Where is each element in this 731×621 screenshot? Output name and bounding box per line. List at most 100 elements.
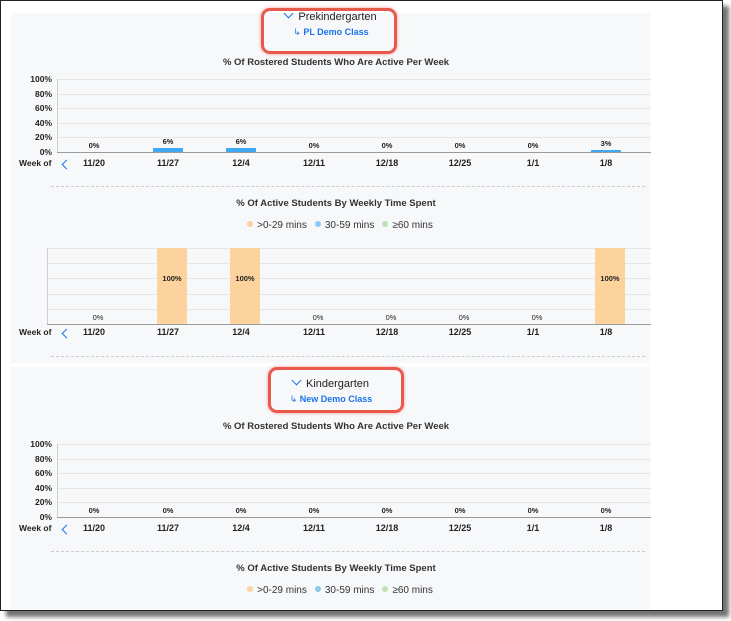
- time-spent-bar[interactable]: [230, 248, 260, 324]
- chevron-down-icon[interactable]: [283, 8, 294, 19]
- chevron-left-icon[interactable]: [61, 159, 72, 170]
- grade-header: Kindergarten ↳ New Demo Class: [11, 375, 651, 405]
- class-name: PL Demo Class: [303, 27, 369, 37]
- gridline: [57, 502, 651, 504]
- legend-swatch: [247, 586, 254, 592]
- week-label: 1/1: [526, 327, 540, 337]
- section-panel-prekindergarten: [11, 13, 650, 363]
- bar-value-label: 0%: [381, 141, 393, 150]
- bar-value-label: 3%: [600, 138, 612, 148]
- bar-value-label: 0%: [162, 506, 174, 515]
- gridline: [47, 308, 651, 310]
- legend-label: >0-29 mins: [257, 220, 307, 231]
- legend-swatch: [247, 221, 254, 227]
- week-label: 12/25: [448, 327, 472, 337]
- legend-swatch: [382, 221, 389, 227]
- week-of-label: Week of: [19, 158, 52, 168]
- x-axis: [57, 152, 651, 153]
- week-label: 1/1: [526, 523, 540, 533]
- divider: [51, 356, 645, 357]
- week-label: 11/27: [156, 327, 180, 337]
- highlight-callout: [268, 367, 404, 413]
- gridline: [57, 444, 651, 445]
- week-label: 11/20: [82, 327, 106, 337]
- gridline: [57, 122, 651, 124]
- week-label: 1/8: [599, 158, 613, 168]
- gridline: [47, 263, 651, 265]
- week-label: 11/27: [156, 523, 180, 533]
- bar-value-label: 0%: [600, 506, 612, 515]
- bar-value-label: 0%: [454, 141, 466, 150]
- week-label: 11/20: [82, 158, 106, 168]
- week-label: 12/18: [375, 327, 399, 337]
- divider: [51, 551, 645, 552]
- y-tick-label: 40%: [34, 117, 52, 128]
- week-label: 1/8: [599, 327, 613, 337]
- legend-label: 30-59 mins: [324, 220, 375, 231]
- chart-title-active-per-week: % Of Rostered Students Who Are Active Pe…: [222, 421, 450, 432]
- gridline: [47, 248, 651, 249]
- highlight-callout: [261, 8, 397, 54]
- chart-title-time-spent: % Of Active Students By Weekly Time Spen…: [236, 563, 436, 574]
- active-bar[interactable]: [226, 147, 256, 152]
- report-window: Prekindergarten ↳ PL Demo Class % Of Roste…: [0, 0, 723, 611]
- legend-label: ≥60 mins: [392, 220, 433, 231]
- grade-toggle[interactable]: Kindergarten: [11, 375, 651, 390]
- week-of-label: Week of: [19, 523, 52, 533]
- week-of-label: Week of: [19, 327, 52, 337]
- grade-title: Kindergarten: [306, 378, 369, 390]
- bar-value-label: 0%: [531, 313, 543, 322]
- gridline: [47, 278, 651, 280]
- week-label: 1/8: [599, 523, 613, 533]
- bar-value-label: 6%: [162, 136, 174, 146]
- bar-value-label: 0%: [454, 506, 466, 515]
- week-label: 12/25: [448, 523, 472, 533]
- legend-label: >0-29 mins: [257, 585, 307, 596]
- time-spent-bar[interactable]: [595, 248, 625, 324]
- chevron-left-icon[interactable]: [61, 524, 72, 535]
- week-label: 12/11: [302, 327, 326, 337]
- bar-value-label: 100%: [235, 274, 255, 283]
- y-tick-label: 20%: [34, 132, 52, 143]
- y-tick-label: 80%: [34, 453, 52, 464]
- y-tick-label: 40%: [34, 482, 52, 493]
- chevron-left-icon[interactable]: [61, 328, 72, 339]
- divider: [51, 186, 645, 187]
- y-axis: [47, 248, 48, 324]
- bar-value-label: 0%: [308, 141, 320, 150]
- legend-label: 30-59 mins: [324, 585, 375, 596]
- class-link[interactable]: ↳ PL Demo Class: [11, 27, 651, 38]
- time-spent-bar[interactable]: [157, 248, 187, 324]
- week-label: 11/27: [156, 158, 180, 168]
- class-name: New Demo Class: [299, 394, 373, 404]
- gridline: [57, 458, 651, 460]
- bar-value-label: 0%: [92, 313, 104, 322]
- gridline: [57, 79, 651, 80]
- bar-value-label: 0%: [308, 506, 320, 515]
- y-tick-label: 100%: [30, 439, 52, 449]
- y-tick-label: 60%: [34, 468, 52, 479]
- week-label: 11/20: [82, 523, 106, 533]
- bar-value-label: 0%: [385, 313, 397, 322]
- bar-value-label: 0%: [527, 506, 539, 515]
- x-axis: [47, 324, 651, 325]
- grade-toggle[interactable]: Prekindergarten: [11, 8, 651, 23]
- chevron-down-icon[interactable]: [291, 375, 302, 386]
- week-label: 12/18: [375, 158, 399, 168]
- grade-header: Prekindergarten ↳ PL Demo Class: [11, 8, 651, 38]
- gridline: [57, 93, 651, 95]
- active-bar[interactable]: [591, 149, 621, 152]
- chart-title-active-per-week: % Of Rostered Students Who Are Active Pe…: [222, 57, 450, 68]
- bar-value-label: 0%: [312, 313, 324, 322]
- gridline: [47, 293, 651, 295]
- week-label: 12/18: [375, 523, 399, 533]
- week-label: 12/11: [302, 523, 326, 533]
- grade-title: Prekindergarten: [298, 11, 377, 23]
- class-link[interactable]: ↳ New Demo Class: [11, 394, 651, 405]
- y-tick-label: 60%: [34, 103, 52, 114]
- legend-swatch: [382, 586, 389, 592]
- bar-value-label: 100%: [600, 274, 620, 283]
- gridline: [57, 473, 651, 475]
- active-bar[interactable]: [153, 147, 183, 152]
- y-tick-label: 20%: [34, 497, 52, 508]
